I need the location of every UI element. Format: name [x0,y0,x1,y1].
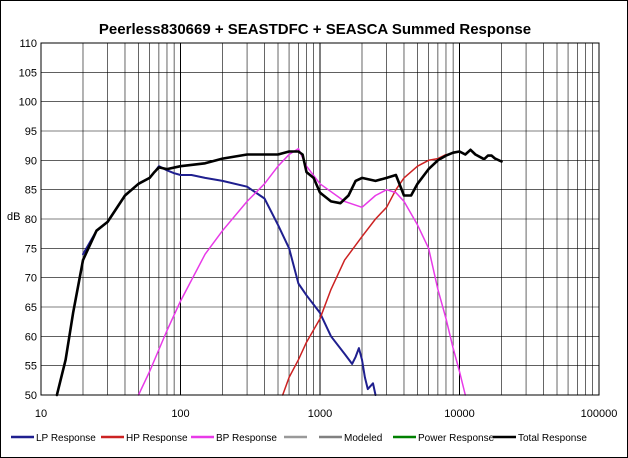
plot-border [40,42,600,396]
y-tick-label: 75 [25,243,37,255]
x-tick-label: 100000 [581,408,618,420]
legend-label: HP Response [126,433,188,444]
y-tick-label: 90 [25,155,37,167]
legend-label: Total Response [518,433,587,444]
x-tick-label: 1000 [308,408,332,420]
y-tick-label: 105 [19,67,37,79]
series-total-response [55,148,503,397]
legend-label: Power Response [418,433,495,444]
y-tick-label: 100 [19,97,37,109]
y-tick-label: 95 [25,126,37,138]
y-tick-label: 55 [25,361,37,373]
x-tick-label: 100 [171,408,189,420]
y-tick-label: 85 [25,185,37,197]
y-tick-label: 80 [25,214,37,226]
series-layer [55,147,503,397]
y-tick-label: 70 [25,273,37,285]
legend-label: BP Response [216,433,277,444]
series-bp-response [137,147,467,396]
series-hp-response [281,153,447,396]
legend-label: Modeled [344,433,382,444]
legend-label: LP Response [36,433,96,444]
y-tick-label: 65 [25,302,37,314]
legend: LP Response HP Response BP Response Modeled… [11,433,587,444]
x-tick-label: 10 [35,408,47,420]
x-axis-ticks: 10 100 1000 10000 100000 [35,408,617,420]
x-tick-label: 10000 [444,408,475,420]
y-tick-label: 110 [19,38,37,50]
y-tick-label: 60 [25,331,37,343]
y-tick-label: 50 [25,390,37,402]
y-axis-label: dB [7,211,20,223]
grid [41,43,599,395]
y-axis-ticks: 50 55 60 65 70 75 80 85 90 95 100 105 110 [19,38,37,402]
chart-title: Peerless830669 + SEASTDFC + SEASCA Summe… [99,21,531,38]
